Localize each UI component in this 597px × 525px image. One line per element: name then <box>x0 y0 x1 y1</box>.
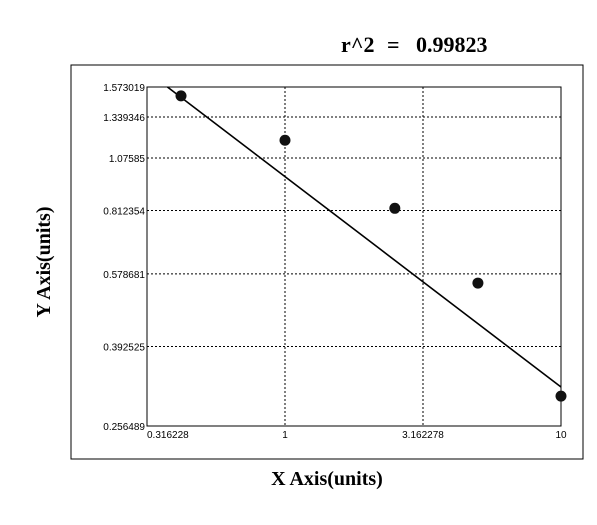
y-tick-label: 1.07585 <box>109 154 146 165</box>
x-axis-title: X Axis(units) <box>271 468 383 490</box>
r-squared-equals: = <box>387 32 400 57</box>
y-axis-title: Y Axis(units) <box>33 207 55 318</box>
y-tick-label: 1.339346 <box>103 113 145 124</box>
y-tick-label: 0.812354 <box>103 207 145 218</box>
x-tick-label: 0.316228 <box>147 430 189 441</box>
y-tick-label: 1.573019 <box>103 83 145 94</box>
y-tick-label: 0.256489 <box>103 422 145 433</box>
data-point <box>472 277 484 289</box>
data-point <box>279 134 291 146</box>
r-squared-label: r^2 <box>341 32 375 57</box>
r-squared-value: 0.99823 <box>416 32 488 57</box>
x-tick-label: 10 <box>555 430 567 441</box>
data-point <box>389 202 401 214</box>
r-squared-annotation: r^2 = 0.99823 <box>341 32 488 57</box>
x-tick-label: 3.162278 <box>402 430 444 441</box>
data-point <box>175 90 187 102</box>
fit-line <box>166 86 562 388</box>
y-tick-label: 0.578681 <box>103 270 145 281</box>
plot-area <box>146 86 562 427</box>
series-layer <box>166 86 567 402</box>
x-axis-ticks: 0.316228 1 3.162278 10 <box>147 430 567 441</box>
y-axis-ticks: 1.573019 1.339346 1.07585 0.812354 0.578681 0… <box>103 83 145 433</box>
x-tick-label: 1 <box>282 430 288 441</box>
y-tick-label: 0.392525 <box>103 342 145 353</box>
data-point <box>555 390 567 402</box>
